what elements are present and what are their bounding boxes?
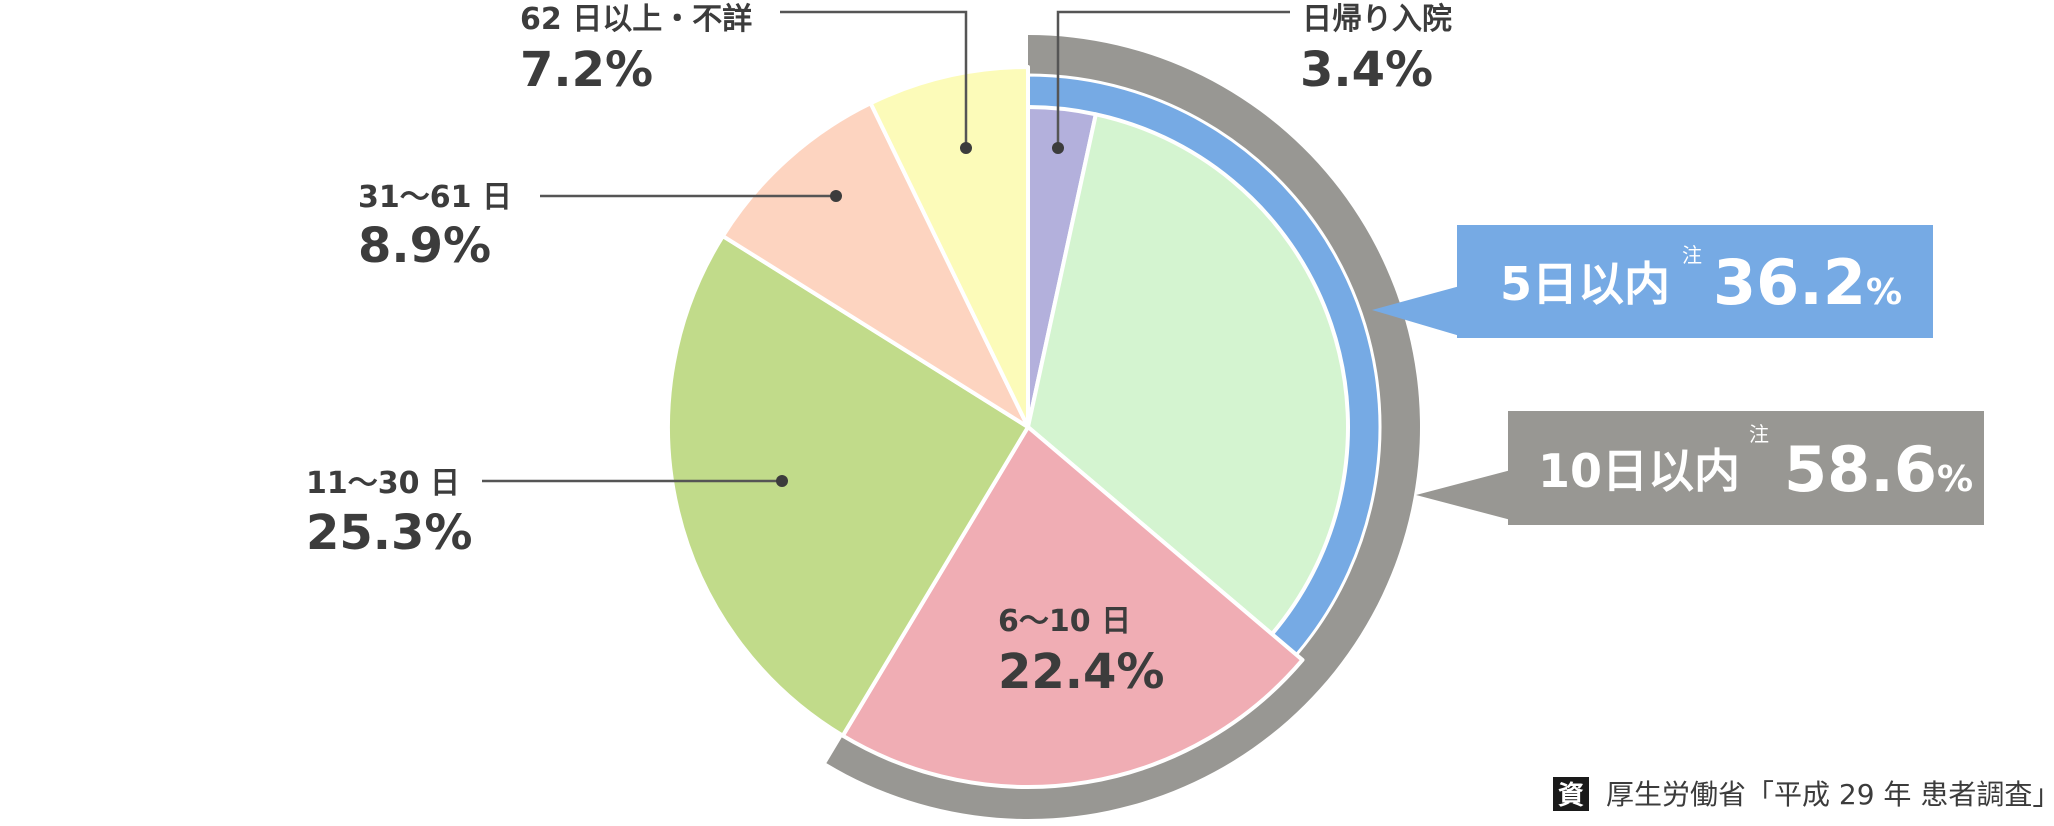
slice-62-days-plus — [868, 65, 1030, 429]
label-62-days-plus-value: 7.2% — [520, 42, 653, 98]
label-6-10-days-value: 22.4% — [998, 644, 1165, 700]
callout-blue-pointer — [1372, 286, 1460, 336]
callout-5-days-number: 36.2 — [1713, 246, 1866, 319]
leader-dot-day-admission — [1052, 142, 1064, 154]
slice-2-5-days — [1026, 112, 1350, 637]
callout-5-days-label: 5日以内 — [1500, 257, 1670, 311]
leader-dot-11-30-days — [776, 475, 788, 487]
leader-lines — [482, 10, 1290, 487]
label-day-admission-value: 3.4% — [1300, 42, 1433, 98]
callout-10-days-note: 注 — [1749, 422, 1769, 446]
callout-grey-box — [1508, 411, 1984, 525]
callout-10-days-number: 58.6 — [1784, 433, 1937, 506]
label-11-30-days-value: 25.3% — [306, 505, 473, 561]
pie-slices — [666, 65, 1350, 789]
label-31-61-days-value: 8.9% — [358, 218, 491, 274]
slice-11-30-days — [666, 234, 1030, 738]
callout-5-days-within: 5日以内 注 36.2% — [1372, 225, 1933, 338]
callout-5-days-unit: % — [1866, 272, 1902, 313]
label-31-61-days-name: 31～61 日 — [358, 180, 512, 215]
source-badge — [1553, 777, 1589, 811]
callout-5-days-value: 36.2% — [1713, 246, 1902, 319]
label-6-10-days-name: 6～10 日 — [998, 604, 1131, 639]
callout-5-days-note: 注 — [1682, 243, 1702, 267]
label-day-admission-name: 日帰り入院 — [1302, 2, 1452, 37]
source-badge-text: 資 — [1558, 781, 1584, 811]
leader-day-admission — [1056, 10, 1290, 148]
callout-10-days-value: 58.6% — [1784, 433, 1973, 506]
callout-10-days-within: 10日以内 注 58.6% — [1416, 411, 1984, 525]
slice-labels: 日帰り入院 3.4% 62 日以上・不詳 7.2% 31～61 日 8.9% 1… — [306, 2, 1452, 700]
callout-10-days-unit: % — [1937, 459, 1973, 500]
label-11-30-days-name: 11～30 日 — [306, 466, 460, 501]
callout-blue-box — [1457, 225, 1933, 338]
callout-grey-pointer — [1416, 470, 1511, 520]
source-note: 資 厚生労働省「平成 29 年 患者調査」 — [1553, 777, 2054, 811]
callout-10-days-label: 10日以内 — [1538, 444, 1740, 498]
slice-6-10-days — [840, 425, 1305, 789]
slice-31-61-days — [720, 101, 1030, 429]
source-text: 厚生労働省「平成 29 年 患者調査」 — [1606, 778, 2054, 811]
label-62-days-plus-name: 62 日以上・不詳 — [520, 2, 752, 37]
leader-dot-62-days-plus — [960, 142, 972, 154]
leader-62-days-plus — [780, 10, 968, 148]
leader-dot-31-61-days — [830, 190, 842, 202]
